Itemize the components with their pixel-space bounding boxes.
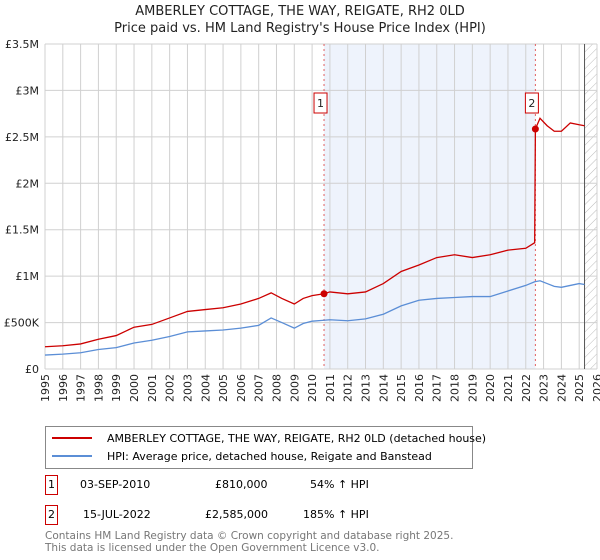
x-tick-label: 2010 [306, 374, 319, 402]
x-tick-label: 2020 [484, 374, 497, 402]
chart-title: AMBERLEY COTTAGE, THE WAY, REIGATE, RH2 … [135, 4, 465, 19]
x-tick-label: 1999 [110, 374, 123, 402]
y-tick-label: £3.5M [5, 38, 39, 51]
sale-point [531, 125, 539, 133]
legend-red-line [52, 437, 92, 439]
sale-hpi: 185% ↑ HPI [303, 508, 369, 521]
sale-price: £810,000 [215, 478, 268, 491]
sale-date: 03-SEP-2010 [80, 478, 151, 491]
x-tick-label: 2004 [199, 374, 212, 402]
x-tick-label: 2003 [181, 374, 194, 402]
sale-label-box [524, 92, 539, 114]
x-tick-label: 2013 [360, 374, 373, 402]
y-tick-label: £2.5M [5, 131, 39, 144]
x-tick-label: 1995 [39, 374, 52, 402]
x-tick-label: 2009 [288, 374, 301, 402]
sale-date: 15-JUL-2022 [83, 508, 151, 521]
x-tick-label: 2024 [555, 374, 568, 402]
x-tick-label: 2023 [538, 374, 551, 402]
hatched-region [584, 44, 597, 369]
x-tick-label: 2006 [235, 374, 248, 402]
y-tick-label: £1.5M [5, 224, 39, 237]
x-tick-label: 2021 [502, 374, 515, 402]
x-tick-label: 2015 [395, 374, 408, 402]
sale-price: £2,585,000 [205, 508, 268, 521]
x-tick-label: 1998 [92, 374, 105, 402]
sale-label: 2 [528, 97, 535, 110]
shaded-period [324, 44, 536, 369]
chart-subtitle: Price paid vs. HM Land Registry's House … [114, 21, 486, 36]
x-tick-label: 2025 [573, 374, 586, 402]
x-tick-label: 2005 [217, 374, 230, 402]
sale-hpi: 54% ↑ HPI [310, 478, 369, 491]
footer-line-1: Contains HM Land Registry data © Crown c… [45, 530, 454, 542]
x-tick-label: 2019 [466, 374, 479, 402]
x-tick-label: 2002 [164, 374, 177, 402]
x-tick-label: 1996 [57, 374, 70, 402]
sale-row-2: 2 15-JUL-2022 £2,585,000 185% ↑ HPI [45, 505, 445, 525]
sale-row-1: 1 03-SEP-2010 £810,000 54% ↑ HPI [45, 475, 445, 495]
x-tick-label: 2011 [324, 374, 337, 402]
sale-label: 1 [317, 97, 324, 110]
sale-badge: 1 [45, 475, 58, 495]
y-tick-label: £1M [16, 270, 40, 283]
x-tick-label: 2001 [146, 374, 159, 402]
legend-property: AMBERLEY COTTAGE, THE WAY, REIGATE, RH2 … [107, 431, 487, 445]
sale-label-box [313, 92, 328, 114]
x-tick-label: 2026 [591, 374, 600, 402]
y-tick-label: £500K [4, 317, 40, 330]
x-tick-label: 2022 [520, 374, 533, 402]
legend-blue-line [52, 455, 92, 457]
footer-line-2: This data is licensed under the Open Gov… [45, 542, 380, 554]
footer: Contains HM Land Registry data © Crown c… [45, 530, 453, 554]
legend: AMBERLEY COTTAGE, THE WAY, REIGATE, RH2 … [45, 426, 486, 469]
x-tick-label: 2008 [270, 374, 283, 402]
x-tick-label: 2007 [253, 374, 266, 402]
y-tick-label: £2M [16, 177, 40, 190]
property-price-line [44, 117, 585, 348]
legend-hpi: HPI: Average price, detached house, Reig… [107, 449, 432, 463]
x-tick-label: 2000 [128, 374, 141, 402]
x-tick-label: 2016 [413, 374, 426, 402]
x-tick-label: 1997 [75, 374, 88, 402]
x-tick-label: 2012 [342, 374, 355, 402]
sale-point [320, 290, 328, 298]
x-tick-label: 2014 [377, 374, 390, 402]
sale-badge: 2 [45, 505, 58, 525]
x-tick-label: 2018 [449, 374, 462, 402]
plot-area: 1995 1996 1997 1998 1999 2000 2001 2002 2003 2004… [4, 38, 600, 402]
hpi-line [44, 280, 585, 356]
x-tick-label: 2017 [431, 374, 444, 402]
y-tick-label: £3M [16, 84, 40, 97]
y-tick-label: £0 [25, 363, 39, 376]
